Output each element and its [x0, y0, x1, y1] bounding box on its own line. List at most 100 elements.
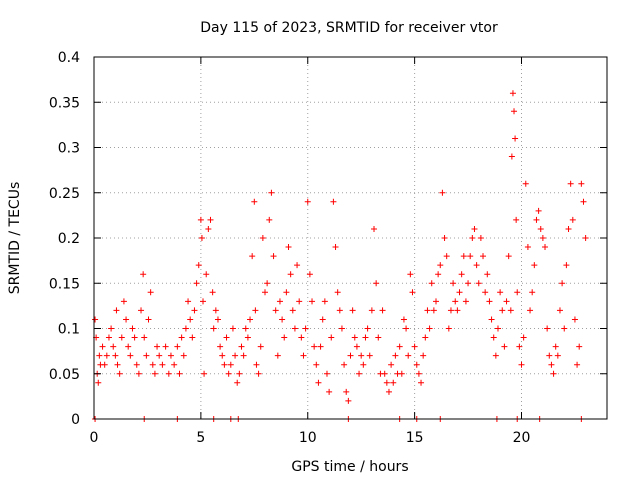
- data-point: [276, 298, 283, 305]
- data-point: [281, 334, 288, 341]
- data-point: [518, 361, 525, 368]
- y-tick-label: 0.4: [58, 50, 80, 66]
- data-point: [471, 225, 478, 232]
- data-point: [405, 352, 412, 359]
- data-point: [563, 262, 570, 269]
- data-point: [99, 343, 106, 350]
- data-point: [539, 235, 546, 241]
- data-point: [321, 298, 328, 305]
- data-point: [300, 352, 307, 359]
- data-point: [151, 370, 158, 377]
- data-point: [494, 325, 501, 332]
- data-point: [345, 397, 352, 404]
- data-point: [112, 352, 119, 359]
- data-point: [210, 325, 217, 332]
- data-point: [214, 316, 221, 323]
- data-point: [182, 325, 189, 332]
- data-point: [145, 316, 152, 323]
- data-point: [358, 352, 365, 359]
- data-point: [441, 235, 448, 241]
- data-point: [388, 361, 395, 368]
- data-point: [108, 325, 115, 332]
- data-point: [185, 298, 192, 305]
- data-point: [171, 361, 178, 368]
- data-point: [452, 298, 459, 305]
- data-point: [110, 343, 117, 350]
- data-point: [529, 289, 536, 296]
- data-point: [426, 325, 433, 332]
- grid-lines: [94, 57, 607, 419]
- chart-title: Day 115 of 2023, SRMTID for receiver vto…: [200, 20, 498, 36]
- data-point: [238, 343, 245, 350]
- data-point: [257, 343, 264, 350]
- data-point: [392, 352, 399, 359]
- data-point: [360, 361, 367, 368]
- data-point: [462, 298, 469, 305]
- data-point: [480, 253, 487, 260]
- data-point: [313, 361, 320, 368]
- data-point: [304, 198, 311, 205]
- data-point: [497, 289, 504, 296]
- data-point: [511, 108, 518, 115]
- data-point: [544, 325, 551, 332]
- y-tick-label: 0.35: [49, 95, 80, 111]
- data-point: [309, 298, 316, 305]
- data-point: [242, 325, 249, 332]
- data-point: [221, 361, 228, 368]
- data-point: [351, 334, 358, 341]
- data-point: [482, 289, 489, 296]
- data-point: [535, 207, 542, 214]
- data-point: [484, 271, 491, 278]
- data-point: [364, 325, 371, 332]
- data-point: [513, 216, 520, 223]
- x-tick-label: 20: [513, 430, 531, 446]
- data-point: [433, 298, 439, 305]
- data-point: [424, 307, 431, 314]
- data-point: [262, 289, 268, 296]
- data-point: [550, 370, 557, 377]
- data-point: [165, 370, 172, 377]
- data-point: [116, 370, 123, 377]
- data-point: [398, 370, 405, 377]
- data-point: [435, 271, 442, 278]
- data-point: [95, 379, 102, 386]
- data-point: [105, 334, 112, 341]
- data-point: [326, 388, 333, 395]
- data-point: [407, 271, 414, 278]
- data-point: [101, 361, 108, 368]
- data-point: [240, 352, 247, 359]
- data-point: [556, 307, 563, 314]
- data-point: [334, 289, 341, 296]
- data-point: [193, 280, 200, 287]
- data-point: [212, 307, 219, 314]
- data-point: [298, 334, 305, 341]
- data-point: [323, 370, 330, 377]
- data-point: [223, 334, 230, 341]
- data-point: [176, 370, 183, 377]
- data-point: [490, 334, 497, 341]
- data-point: [422, 334, 429, 341]
- data-point: [366, 352, 373, 359]
- data-point: [174, 343, 181, 350]
- data-point: [343, 388, 350, 395]
- data-point: [477, 235, 484, 241]
- data-point: [205, 225, 212, 232]
- data-point: [135, 370, 142, 377]
- data-point: [234, 379, 241, 386]
- data-point: [413, 361, 420, 368]
- data-point: [499, 307, 506, 314]
- data-point: [371, 225, 378, 232]
- data-points: [92, 90, 589, 422]
- data-point: [520, 334, 527, 341]
- y-tick-label: 0.15: [49, 276, 80, 292]
- data-point: [189, 334, 196, 341]
- data-point: [486, 298, 493, 305]
- data-point: [458, 271, 465, 278]
- data-point: [439, 189, 446, 196]
- data-point: [249, 253, 256, 260]
- data-point: [209, 289, 216, 296]
- data-point: [509, 90, 516, 97]
- data-point: [195, 262, 202, 269]
- data-point: [92, 316, 99, 323]
- data-point: [409, 289, 416, 296]
